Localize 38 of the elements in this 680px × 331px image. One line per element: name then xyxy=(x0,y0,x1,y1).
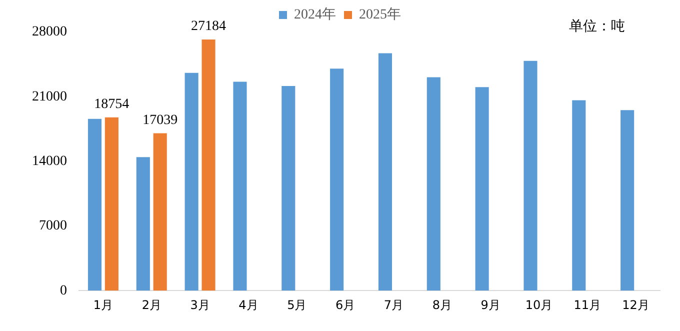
x-tick-label: 9月 xyxy=(480,298,500,312)
x-tick-label: 3月 xyxy=(190,298,210,312)
bar xyxy=(524,60,538,291)
legend-label: 2024年 xyxy=(294,6,336,23)
bar xyxy=(282,86,296,291)
bar xyxy=(620,110,634,291)
bar xyxy=(88,118,102,291)
bar xyxy=(202,40,216,291)
x-tick-label: 7月 xyxy=(384,298,404,312)
data-label: 18754 xyxy=(94,97,130,112)
legend-label: 2025年 xyxy=(359,6,401,23)
data-label: 17039 xyxy=(142,112,178,128)
x-tick-label: 11月 xyxy=(574,298,602,312)
data-label: 27184 xyxy=(191,19,226,34)
bar xyxy=(475,87,489,291)
x-tick-label: 4月 xyxy=(238,298,258,312)
bar xyxy=(330,68,344,291)
bar xyxy=(572,100,586,291)
bar xyxy=(104,117,118,291)
y-tick-label: 7000 xyxy=(39,218,67,234)
y-tick-label: 0 xyxy=(60,283,67,298)
bar xyxy=(184,72,198,291)
bar xyxy=(426,77,440,291)
bar xyxy=(153,133,167,291)
x-tick-label: 1月 xyxy=(93,298,114,312)
annotation: 单位：吨 xyxy=(569,18,625,35)
x-tick-label: 8月 xyxy=(432,298,452,312)
bar xyxy=(136,157,150,291)
x-tick-label: 2月 xyxy=(142,298,162,312)
x-tick-label: 12月 xyxy=(622,298,650,312)
y-tick-label: 28000 xyxy=(32,24,67,40)
y-tick-label: 14000 xyxy=(32,154,67,169)
bar xyxy=(233,82,247,291)
x-tick-label: 10月 xyxy=(525,298,553,312)
x-tick-label: 5月 xyxy=(287,298,307,312)
x-tick-label: 6月 xyxy=(335,298,356,312)
y-tick-label: 21000 xyxy=(32,89,67,104)
bar xyxy=(378,53,392,291)
